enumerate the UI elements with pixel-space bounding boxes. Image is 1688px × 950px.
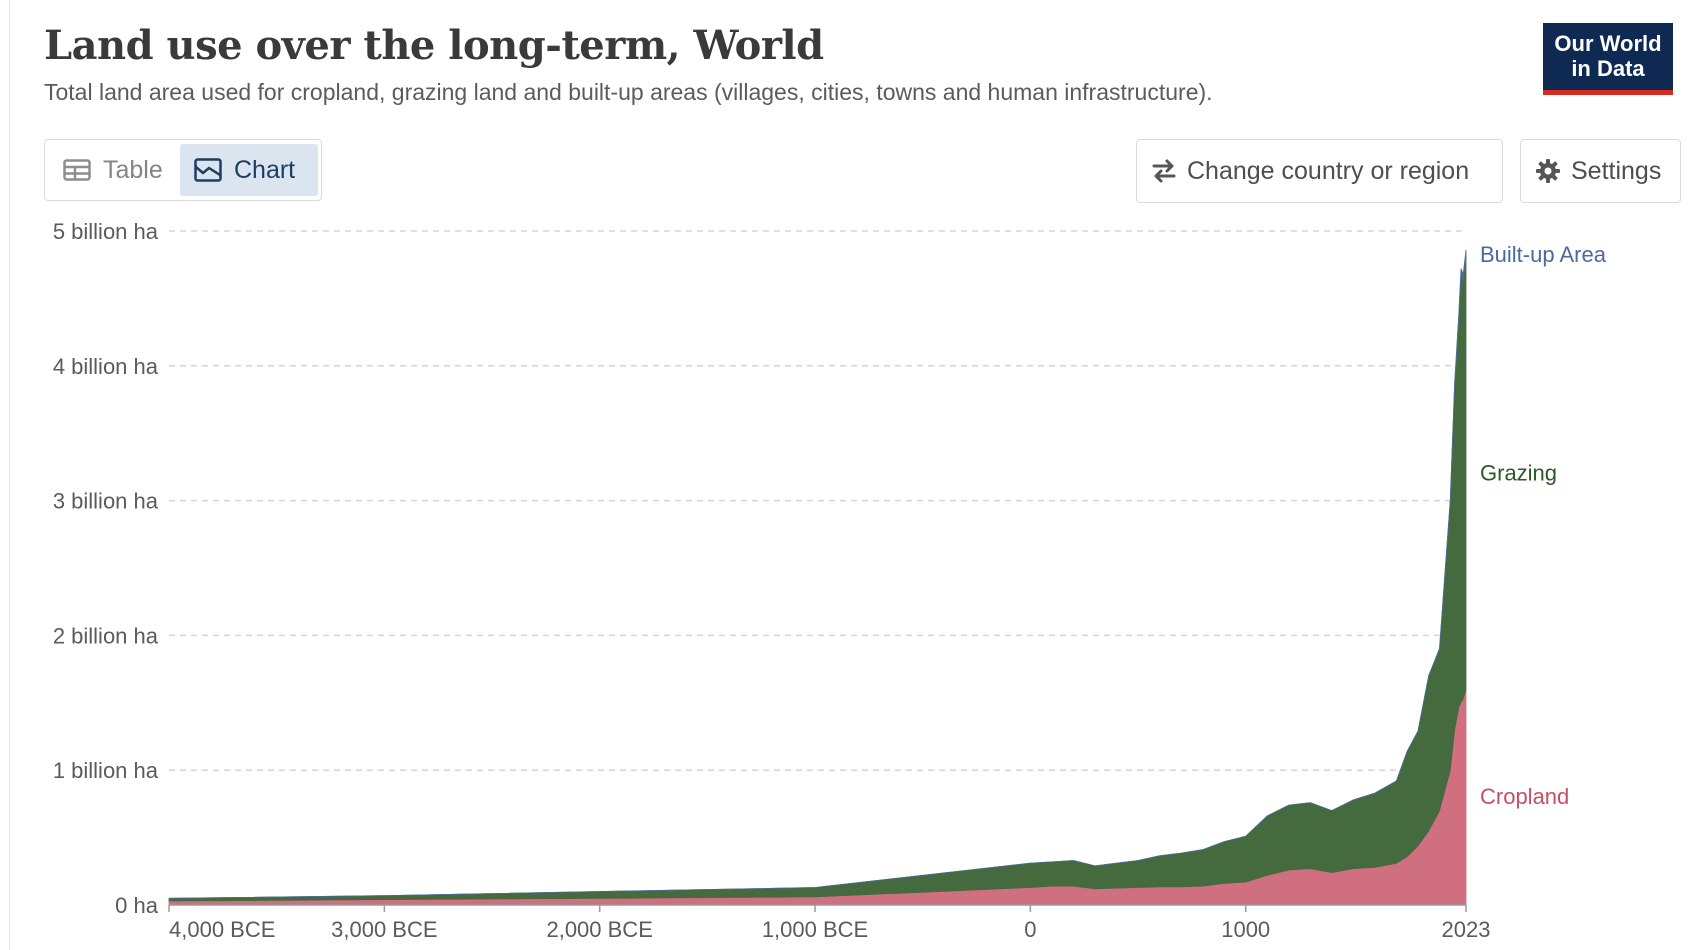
x-tick-label: 0 <box>1024 917 1036 942</box>
series-labels: Cropland Grazing Built-up Area <box>1480 242 1607 809</box>
swap-arrows-icon <box>1152 159 1176 183</box>
left-border <box>9 0 10 950</box>
area-built-up-area <box>168 249 1467 899</box>
series-label-cropland: Cropland <box>1480 784 1569 809</box>
chart-icon <box>194 158 222 182</box>
x-tick-label: 4,000 BCE <box>169 917 275 942</box>
y-tick-label: 0 ha <box>115 893 159 918</box>
gear-icon <box>1536 159 1560 183</box>
change-country-label: Change country or region <box>1187 156 1470 185</box>
logo-line-2: in Data <box>1571 56 1645 81</box>
y-tick-label: 3 billion ha <box>53 489 159 514</box>
tab-chart-label: Chart <box>234 155 296 184</box>
change-country-button[interactable]: Change country or region <box>1136 139 1503 203</box>
x-tick-label: 1000 <box>1221 917 1270 942</box>
owid-logo[interactable]: Our World in Data <box>1543 23 1673 95</box>
y-tick-label: 5 billion ha <box>53 219 159 244</box>
x-tick-label: 2023 <box>1442 917 1491 942</box>
chart-subtitle: Total land area used for cropland, grazi… <box>44 79 1213 105</box>
x-tick-label: 3,000 BCE <box>331 917 437 942</box>
tab-table[interactable]: Table <box>49 144 179 196</box>
grid-lines: 0 ha 1 billion ha 2 billion ha 3 billion ha… <box>53 219 1466 918</box>
y-tick-label: 1 billion ha <box>53 758 159 783</box>
settings-button[interactable]: Settings <box>1520 139 1681 203</box>
view-tabs: Table Chart <box>44 139 322 201</box>
logo-line-1: Our World <box>1554 31 1662 56</box>
x-tick-label: 1,000 BCE <box>762 917 868 942</box>
area-grazing <box>168 257 1467 902</box>
series-label-grazing: Grazing <box>1480 461 1557 486</box>
stacked-areas <box>168 249 1467 906</box>
chart-title: Land use over the long-term, World <box>44 22 824 69</box>
y-tick-label: 4 billion ha <box>53 354 159 379</box>
settings-label: Settings <box>1571 156 1662 185</box>
x-tick-label: 2,000 BCE <box>546 917 652 942</box>
series-label-built-up-area: Built-up Area <box>1480 242 1607 267</box>
table-icon <box>63 159 91 181</box>
x-axis: 4,000 BCE 3,000 BCE 2,000 BCE 1,000 BCE 0 100… <box>168 904 1491 942</box>
y-tick-label: 2 billion ha <box>53 623 159 648</box>
tab-chart[interactable]: Chart <box>180 144 318 196</box>
tab-table-label: Table <box>103 155 163 184</box>
